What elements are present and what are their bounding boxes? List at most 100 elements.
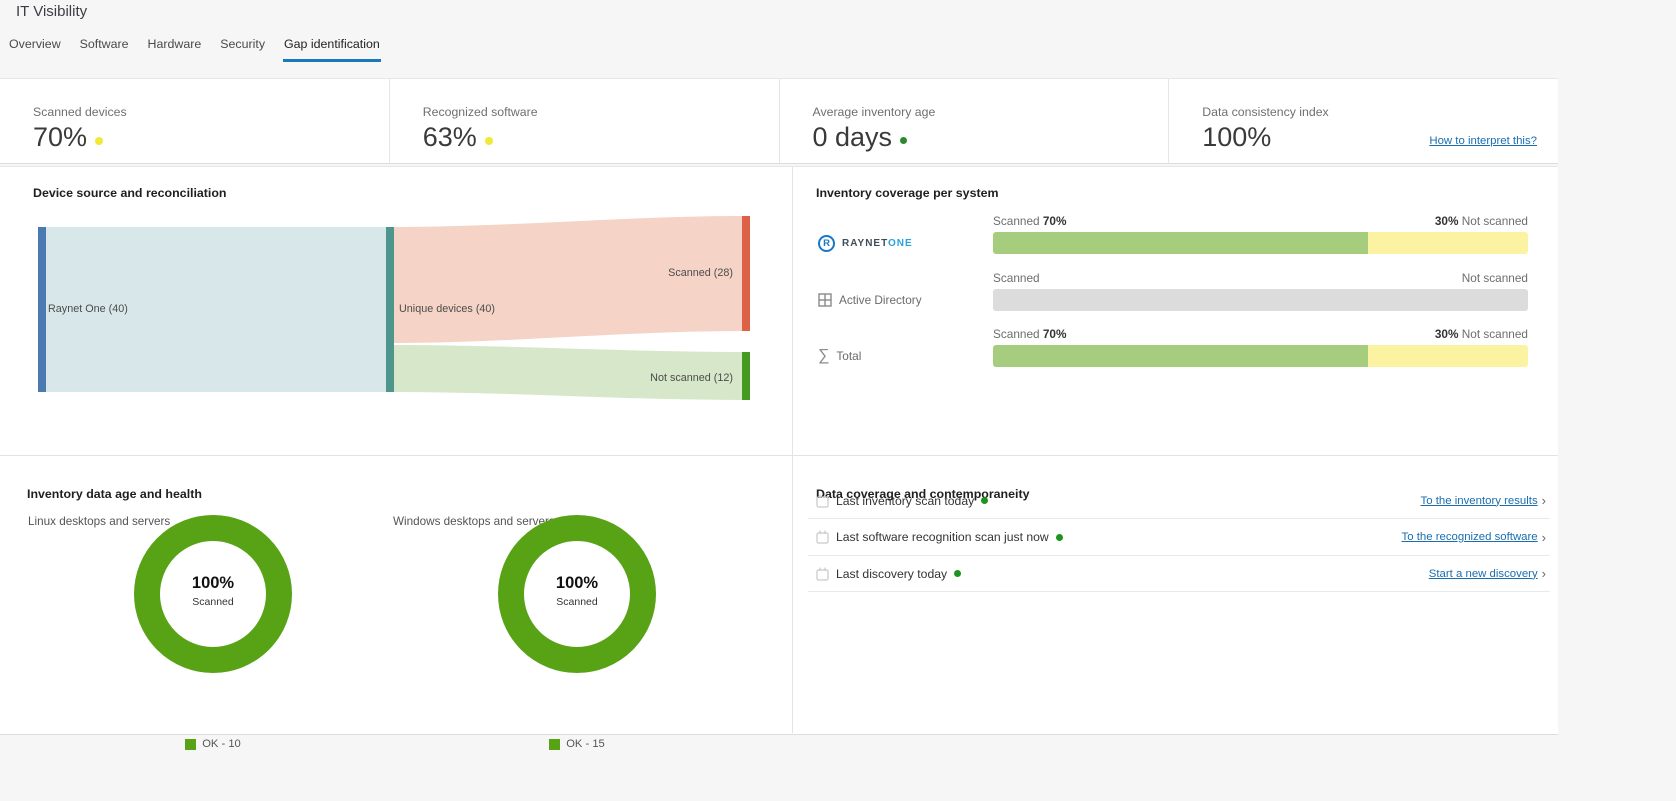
sankey-node-unique-devices [386,227,394,392]
coverage-system-active-directory: Active Directory [818,289,986,311]
kpi-label: Recognized software [422,105,538,119]
kpi-value: 0 days [812,122,893,152]
chevron-right-icon: › [1541,529,1546,545]
row-label: Last inventory scan today [836,493,975,508]
chevron-right-icon: › [1541,566,1546,581]
sankey-label-middle: Unique devices (40) [399,303,496,315]
kpi-card-data-consistency-index: Data consistency index 100% [1169,79,1558,163]
coverage-bar-labels: Scanned 70% 30% Not scanned [993,214,1528,228]
status-dot-green-icon [981,497,989,504]
donut-value: 100% [555,574,599,592]
how-to-interpret-link[interactable]: How to interpret this? [1429,135,1537,147]
sankey-flow-not-scanned [394,345,742,400]
system-label: Active Directory [839,293,922,307]
kpi-value: 100% [1202,122,1272,152]
donut-center-linux: 100% Scanned [133,574,293,608]
chevron-right-icon: › [1541,493,1546,508]
donut-value-label: Scanned [192,596,234,608]
coverage-bar-total [993,345,1528,367]
health-panel-title: Inventory data age and health [27,487,202,501]
donut-value: 100% [191,574,235,592]
donut-legend-linux: OK - 10 [133,738,293,750]
status-dot-green-icon [900,137,908,144]
legend-swatch-ok [185,738,197,750]
row-label: Last discovery today [836,566,948,581]
to-recognized-software-link[interactable]: To the recognized software › [1401,529,1546,545]
kpi-strip: Scanned devices 70% Recognized software … [0,78,1558,164]
sankey-node-raynet-one [38,227,46,392]
horizontal-divider [0,455,1558,456]
legend-swatch-ok [549,738,561,750]
row-last-software-recognition-scan: Last software recognition scan just now … [808,519,1550,556]
calendar-icon [816,530,829,544]
contemporaneity-panel-title: Data coverage and contemporaneity [816,487,1030,501]
kpi-value: 63% [422,122,477,152]
calendar-icon [816,494,829,508]
kpi-label: Average inventory age [812,105,936,119]
tab-hardware[interactable]: Hardware [147,37,202,51]
row-label: Last software recognition scan just now [836,530,1049,544]
donut-chart-linux [134,515,292,673]
sankey-flow-source [46,227,386,392]
bar-segment-empty [993,289,1528,311]
tab-gap-identification[interactable]: Gap identification [283,37,381,62]
sankey-node-scanned [742,216,750,331]
coverage-bar-active-directory [993,289,1528,311]
sankey-label-scanned: Scanned (28) [668,267,733,279]
status-dot-yellow-icon [484,136,493,145]
coverage-bar-labels: Scanned 70% 30% Not scanned [993,327,1528,341]
coverage-system-raynetone: R RAYNETONE [818,232,986,254]
legend-label: OK - 15 [566,738,605,750]
bar-segment-not-scanned [1367,345,1528,367]
sankey-flow-scanned [394,216,742,343]
sankey-node-not-scanned [742,352,750,400]
kpi-value: 70% [33,122,88,152]
page-title: IT Visibility [16,3,88,20]
active-directory-icon [818,293,832,307]
row-last-inventory-scan: Last inventory scan today To the invento… [808,483,1550,519]
bar-segment-scanned [993,232,1368,254]
raynetone-logo-icon: R [818,234,835,252]
bar-segment-scanned [993,345,1368,367]
start-new-discovery-link[interactable]: Start a new discovery › [1428,566,1546,581]
tab-software[interactable]: Software [79,37,129,51]
donut-subtitle-linux: Linux desktops and servers [28,515,171,528]
sigma-icon: ∑ [818,347,830,364]
tab-overview[interactable]: Overview [9,37,61,51]
status-dot-green-icon [1055,533,1063,541]
tab-security[interactable]: Security [220,37,266,51]
sankey-label-source: Raynet One (40) [48,303,128,315]
kpi-label: Data consistency index [1202,105,1329,119]
status-dot-yellow-icon [95,136,104,145]
calendar-icon [816,567,829,581]
donut-ring-ok [134,515,292,673]
coverage-bar-raynetone [993,232,1528,254]
coverage-system-total: ∑ Total [818,345,986,367]
kpi-card-recognized-software: Recognized software 63% [390,79,780,163]
sankey-chart [38,216,750,400]
row-last-discovery: Last discovery today Start a new discove… [808,556,1550,592]
vertical-divider [792,166,793,733]
sankey-panel-title: Device source and reconciliation [33,186,227,200]
kpi-card-scanned-devices: Scanned devices 70% [0,79,390,163]
status-dot-green-icon [954,570,962,577]
donut-chart-windows [498,515,656,673]
tab-bar: Overview Software Hardware Security Gap … [8,37,381,62]
bar-segment-not-scanned [1367,232,1528,254]
sankey-label-not-scanned: Not scanned (12) [650,372,733,384]
donut-value-label: Scanned [556,596,598,608]
kpi-card-average-inventory-age: Average inventory age 0 days [780,79,1170,163]
donut-subtitle-windows: Windows desktops and servers [393,515,555,528]
coverage-panel-title: Inventory coverage per system [816,186,999,200]
donut-center-windows: 100% Scanned [497,574,657,608]
raynetone-brand-label: RAYNETONE [842,237,913,249]
coverage-bar-labels: Scanned Not scanned [993,271,1528,285]
donut-legend-windows: OK - 15 [497,738,657,750]
kpi-label: Scanned devices [33,105,127,119]
system-label: Total [836,349,862,363]
legend-label: OK - 10 [202,738,241,750]
contemporaneity-rows: Last inventory scan today To the invento… [808,483,1550,592]
donut-ring-ok [498,515,656,673]
to-inventory-results-link[interactable]: To the inventory results › [1420,493,1546,508]
